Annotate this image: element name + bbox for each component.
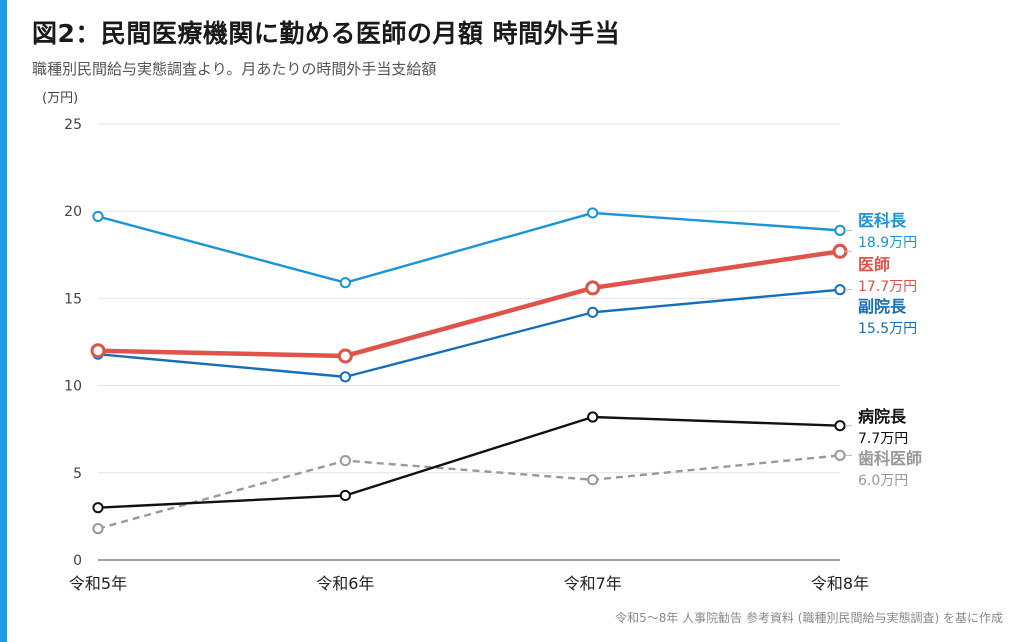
source-note: 令和5〜8年 人事院勧告 参考資料 (職種別民間給与実態調査) を基に作成 <box>615 611 1003 625</box>
data-point <box>587 207 599 219</box>
data-point <box>832 243 848 259</box>
series-value-label: 18.9万円 <box>858 235 917 251</box>
data-point <box>339 489 351 502</box>
x-tick-label: 令和8年 <box>811 574 869 593</box>
grid-lines <box>98 123 840 561</box>
data-point <box>834 224 846 236</box>
y-tick-label: 25 <box>64 117 82 133</box>
series-name-label: 医科長 <box>858 211 907 230</box>
data-point <box>834 449 846 461</box>
series-lines <box>90 207 848 535</box>
x-tick-label: 令和7年 <box>564 574 622 593</box>
chart-subtitle: 職種別民間給与実態調査より。月あたりの時間外手当支給額 <box>32 60 437 78</box>
series-name-label: 歯科医師 <box>858 449 922 468</box>
series-3 <box>92 284 846 383</box>
data-point <box>92 502 104 514</box>
y-axis-unit-label: (万円) <box>42 91 78 106</box>
y-axis-ticks: 0 5 10 15 20 25 <box>64 117 82 569</box>
data-point <box>834 284 846 296</box>
y-tick-label: 0 <box>73 553 82 569</box>
series-value-label: 6.0万円 <box>858 473 908 489</box>
data-point <box>585 280 601 296</box>
series-value-label: 17.7万円 <box>858 279 917 295</box>
y-tick-label: 15 <box>64 291 82 307</box>
data-point <box>90 343 106 359</box>
data-point <box>339 454 351 467</box>
series-label-1: 医科長 18.9万円 <box>845 211 917 251</box>
series-line <box>97 288 841 379</box>
series-name-label: 病院長 <box>858 407 907 426</box>
data-point <box>587 411 599 423</box>
series-4 <box>92 411 846 514</box>
series-value-label: 15.5万円 <box>858 321 917 337</box>
series-label-3: 副院長 15.5万円 <box>845 289 917 337</box>
y-tick-label: 20 <box>64 204 82 220</box>
data-point <box>92 210 104 223</box>
data-point <box>834 420 846 432</box>
data-point <box>339 371 351 383</box>
series-line <box>97 211 841 284</box>
series-name-label: 医師 <box>858 255 890 274</box>
y-tick-label: 10 <box>64 379 82 395</box>
y-tick-label: 5 <box>73 466 82 482</box>
data-point <box>587 474 599 486</box>
accent-bar <box>0 0 7 642</box>
series-5 <box>92 449 846 535</box>
series-label-2: 医師 17.7万円 <box>845 250 917 295</box>
series-line <box>97 415 841 509</box>
data-point <box>92 523 104 535</box>
data-point <box>337 348 353 364</box>
series-name-label: 副院長 <box>858 297 907 316</box>
data-point <box>587 306 599 318</box>
data-point <box>339 277 351 289</box>
x-tick-label: 令和6年 <box>316 574 374 593</box>
chart-title: 図2：民間医療機関に勤める医師の月額 時間外手当 <box>32 19 621 48</box>
series-line <box>97 249 841 359</box>
series-label-4: 病院長 7.7万円 <box>845 407 908 447</box>
series-label-5: 歯科医師 6.0万円 <box>845 449 922 489</box>
x-tick-label: 令和5年 <box>69 574 127 593</box>
series-line <box>97 454 841 530</box>
x-axis-ticks: 令和5年 令和6年 令和7年 令和8年 <box>69 574 869 593</box>
series-1 <box>92 207 846 289</box>
series-value-label: 7.7万円 <box>858 431 908 447</box>
